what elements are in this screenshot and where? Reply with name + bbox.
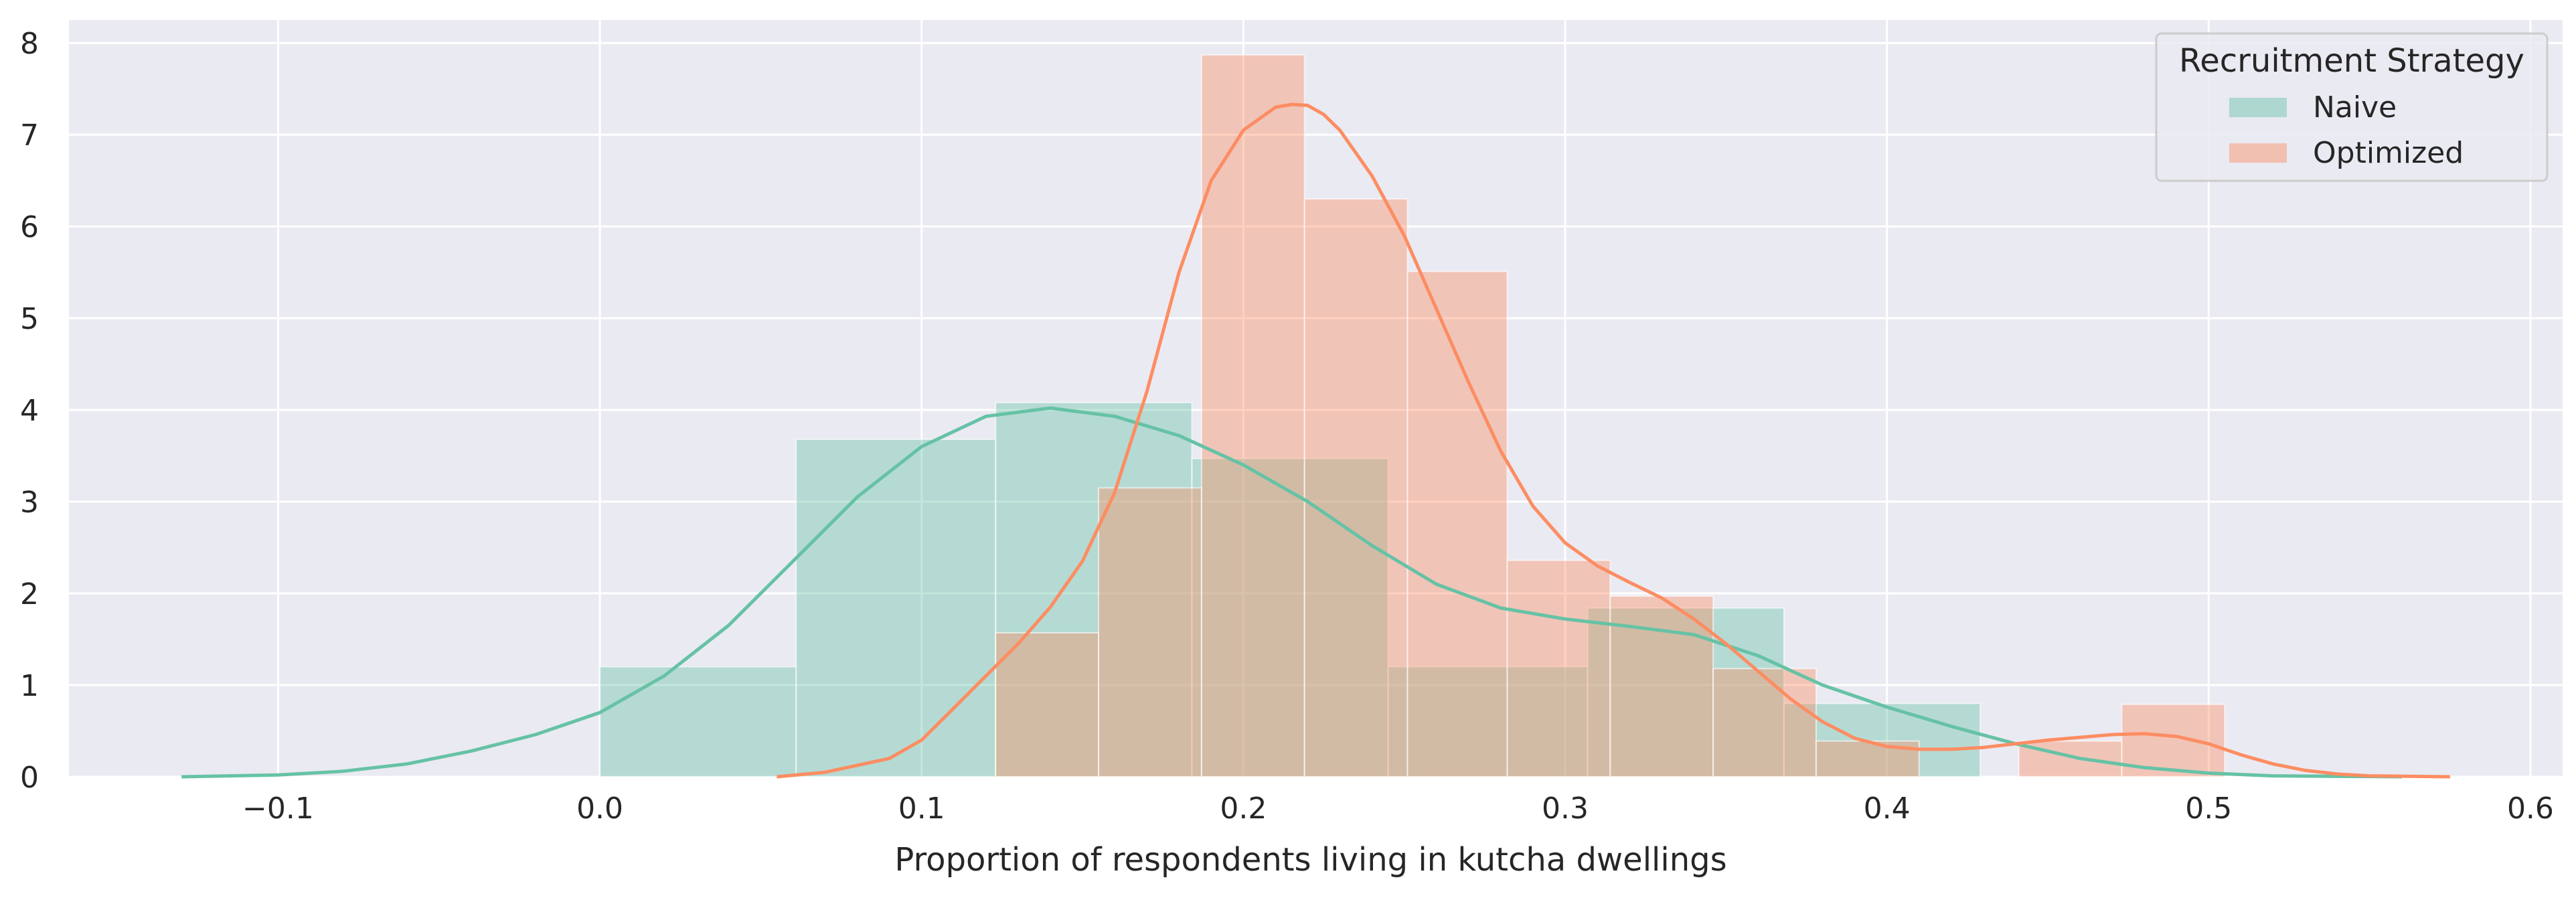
plot-background [69,20,2563,777]
x-tick-label: 0.3 [1542,792,1589,826]
histogram-bar-naive [995,402,1193,777]
histogram-bar-optimized [1200,54,1305,778]
y-tick-label: 0 [20,761,39,795]
y-tick-label: 7 [20,119,39,153]
histogram-bar-optimized [995,631,1100,777]
legend-swatch-optimized [2229,143,2287,163]
histogram-bar-naive [599,666,797,777]
legend-swatch-naive [2229,98,2287,117]
y-tick-label: 4 [20,394,39,428]
kde-layer [181,102,2450,779]
histogram-bar-optimized [2121,703,2226,778]
bars-layer [599,54,2226,778]
x-tick-label: 0.0 [576,792,623,826]
y-tick-label: 5 [20,302,39,336]
kde-curve-optimized [777,102,2450,779]
x-tick-label: 0.4 [1864,792,1911,826]
grid-layer [69,20,2563,778]
histogram-bar-optimized [1303,198,1408,778]
y-tick-labels: 0 1 2 3 4 5 6 7 8 [20,27,39,795]
y-tick-label: 1 [20,669,39,703]
x-tick-labels: −0.1 0.0 0.1 0.2 0.3 0.4 0.5 0.6 [242,792,2554,826]
histogram-bar-naive [1387,666,1589,777]
x-tick-label: 0.1 [898,792,945,826]
y-tick-label: 3 [20,485,39,520]
x-tick-label: −0.1 [242,792,314,826]
x-tick-label: 0.6 [2507,792,2554,826]
legend-label-optimized: Optimized [2313,136,2464,170]
x-tick-label: 0.5 [2185,792,2232,826]
legend-title: Recruitment Strategy [2179,42,2524,80]
y-tick-label: 6 [20,210,39,244]
kde-curve-naive [181,406,2402,779]
histogram-bar-optimized [1406,271,1508,777]
legend-box [2155,32,2549,182]
histogram-bar-naive [1191,457,1389,777]
histogram-bar-optimized [1098,487,1202,778]
y-tick-label: 2 [20,577,39,611]
x-axis-label: Proportion of respondents living in kutc… [894,841,1726,879]
histogram-bar-naive [795,438,997,778]
histogram-bar-optimized [2018,740,2123,777]
x-tick-label: 0.2 [1220,792,1267,826]
legend: Recruitment Strategy Naive Optimized [2155,32,2549,182]
histogram-bar-optimized [1506,559,1611,777]
histogram-bar-naive [1587,607,1785,778]
legend-label-naive: Naive [2313,90,2397,125]
histogram-bar-optimized [1712,668,1817,777]
y-tick-label: 8 [20,27,39,61]
